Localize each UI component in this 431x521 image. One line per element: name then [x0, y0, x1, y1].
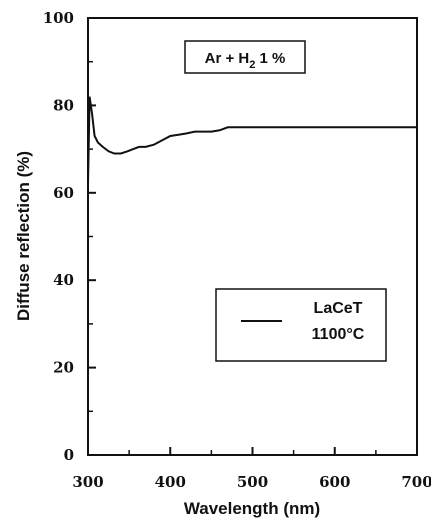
x-tick-label: 300 [72, 473, 103, 491]
x-tick-label: 500 [237, 473, 268, 491]
legend-label-line-2: 1100°C [312, 326, 365, 343]
annotation-subscript: 2 [249, 59, 255, 71]
y-tick-label: 60 [53, 184, 74, 202]
x-axis-title: Wavelength (nm) [184, 499, 320, 518]
legend: LaCeT 1100°C [215, 288, 387, 362]
annotation-text: Ar + H [205, 50, 250, 67]
x-tick-label: 700 [401, 473, 431, 491]
y-tick-label: 40 [53, 271, 74, 289]
y-axis-ticks: 0 20 40 60 80 100 [43, 9, 96, 464]
condition-annotation: Ar + H2 1 % [184, 40, 306, 74]
annotation-text-end: 1 % [255, 50, 285, 67]
legend-label-line-1: LaCeT [314, 300, 363, 317]
y-tick-label: 100 [43, 9, 74, 27]
x-tick-label: 400 [155, 473, 186, 491]
y-tick-label: 20 [53, 359, 74, 377]
y-axis-title: Diffuse reflection (%) [14, 151, 33, 321]
legend-box [215, 288, 387, 362]
y-tick-label: 80 [53, 96, 74, 114]
annotation-box [184, 40, 306, 74]
y-tick-label: 0 [64, 446, 74, 464]
series-line-lacet [87, 96, 417, 185]
x-axis-ticks: 300 400 500 600 700 [72, 447, 431, 491]
x-tick-label: 600 [319, 473, 350, 491]
svg-text:Ar + H2 1 %: Ar + H2 1 % [205, 50, 286, 71]
plot-frame [87, 17, 418, 456]
